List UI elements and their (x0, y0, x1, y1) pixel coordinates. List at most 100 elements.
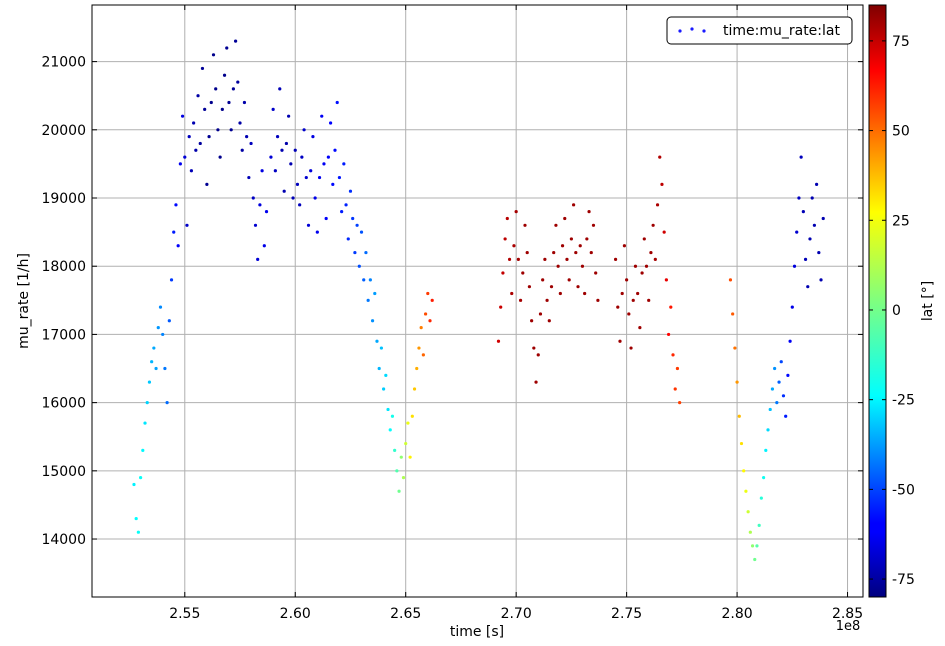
legend-marker-3 (702, 29, 706, 33)
data-point (172, 230, 176, 234)
data-point (132, 482, 136, 487)
data-point (678, 401, 682, 405)
y-tick-label: 15000 (41, 464, 86, 480)
data-point (211, 53, 216, 57)
data-point (227, 100, 231, 105)
legend-box (666, 16, 853, 45)
data-point (249, 141, 253, 146)
y-tick-label: 16000 (41, 396, 86, 412)
data-point (565, 257, 569, 261)
data-point (795, 230, 799, 234)
data-point (636, 291, 640, 296)
data-point (231, 87, 235, 91)
data-point (180, 114, 185, 118)
data-point (262, 244, 266, 248)
data-point (735, 380, 739, 384)
data-point (368, 278, 372, 282)
data-point (797, 196, 801, 200)
data-point (549, 285, 554, 289)
data-point (669, 305, 673, 309)
data-point (633, 264, 638, 268)
data-point (817, 250, 821, 255)
data-point (746, 510, 750, 514)
data-point (583, 291, 587, 296)
data-point (554, 223, 558, 227)
legend: time:mu_rate:lat (666, 16, 853, 45)
data-point (512, 244, 516, 248)
data-point (757, 523, 761, 527)
data-point (187, 135, 191, 139)
data-point (580, 264, 585, 268)
data-point (753, 557, 757, 562)
data-point (225, 46, 229, 50)
data-point (764, 448, 768, 452)
data-point (527, 285, 532, 289)
data-point (768, 407, 772, 412)
data-point (766, 428, 770, 432)
data-point (203, 107, 207, 111)
data-point (545, 298, 549, 302)
data-point (779, 360, 783, 364)
data-point (333, 148, 337, 152)
x-tick-label: 2.85 (832, 606, 863, 622)
data-point (799, 155, 803, 159)
data-point (150, 360, 154, 364)
colorbar-tick-label: 50 (892, 124, 910, 140)
data-point (613, 257, 618, 261)
data-point (198, 141, 202, 146)
data-point (585, 237, 589, 241)
data-point (295, 182, 300, 186)
data-point (233, 39, 238, 43)
data-point (574, 250, 578, 255)
data-point (618, 339, 622, 343)
data-point (755, 544, 759, 548)
data-point (362, 278, 366, 282)
data-point (134, 516, 138, 521)
data-point (216, 128, 220, 132)
data-point (169, 278, 174, 282)
data-point (264, 210, 269, 214)
data-point (207, 135, 211, 139)
data-point (587, 210, 591, 214)
data-point (728, 278, 733, 282)
data-point (293, 148, 297, 152)
data-point (810, 196, 814, 200)
data-point (806, 285, 810, 289)
colorbar-tick-label: 0 (892, 303, 901, 319)
data-point (240, 148, 244, 152)
data-point (359, 230, 364, 234)
data-point (543, 257, 547, 261)
data-point (748, 530, 752, 534)
data-point (518, 298, 523, 302)
scatter-points (132, 39, 825, 562)
data-point (596, 298, 600, 302)
data-point (662, 230, 666, 234)
data-point (428, 319, 432, 323)
data-point (273, 169, 277, 173)
data-point (532, 346, 536, 350)
data-point (229, 128, 233, 132)
data-point (404, 441, 408, 446)
colorbar-tick-label: 75 (892, 34, 910, 50)
data-point (770, 387, 775, 391)
data-point (503, 237, 507, 241)
data-point (163, 366, 167, 371)
data-point (209, 100, 213, 105)
data-point (660, 182, 664, 186)
data-point (348, 189, 353, 193)
y-axis-ticks: 14000 15000 16000 17000 18000 19000 20000 21000 (41, 55, 863, 548)
data-point (196, 94, 200, 98)
colorbar-tick-label: -50 (892, 482, 915, 498)
colorbar-tick-label: 25 (892, 213, 910, 229)
data-point (773, 366, 777, 371)
data-point (786, 373, 790, 377)
data-point (530, 319, 534, 323)
data-point (737, 414, 741, 418)
data-point (819, 278, 823, 282)
data-point (642, 237, 646, 241)
x-tick-label: 2.55 (169, 606, 200, 622)
data-point (344, 203, 348, 207)
x-axis-ticks: 2.55 2.60 2.65 2.70 2.75 2.80 2.85 (169, 5, 863, 622)
data-point (419, 325, 423, 330)
